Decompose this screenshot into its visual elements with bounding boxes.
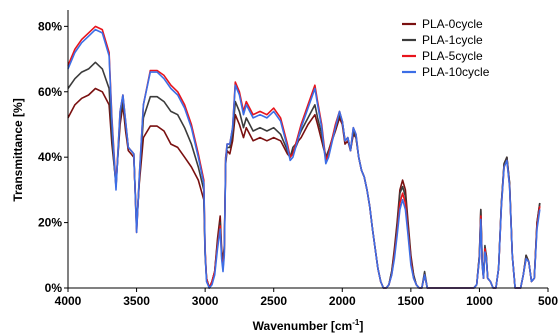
x-tick-label: 500 bbox=[538, 294, 558, 308]
legend-label: PLA-5cycle bbox=[422, 49, 483, 63]
x-tick-label: 2000 bbox=[329, 294, 356, 308]
x-axis-title-suffix: ] bbox=[359, 319, 363, 333]
y-axis-title: Transmittance [%] bbox=[11, 98, 25, 201]
y-tick-label: 0% bbox=[45, 281, 63, 295]
legend: PLA-0cycle PLA-1cycle PLA-5cycle PLA-10cycl… bbox=[402, 17, 490, 79]
x-axis-title-superscript: -1 bbox=[352, 318, 360, 327]
x-tick-label: 1500 bbox=[398, 294, 425, 308]
x-tick-label: 3500 bbox=[123, 294, 150, 308]
y-tick-label: 60% bbox=[38, 85, 62, 99]
legend-label: PLA-0cycle bbox=[422, 17, 483, 31]
legend-label: PLA-10cycle bbox=[422, 65, 490, 79]
y-tick-label: 80% bbox=[38, 19, 62, 33]
x-axis-title: Wavenumber [cm-1] bbox=[253, 318, 364, 333]
axes-layer: 0% 20% 40% 60% 80% 4000 3500 3000 2500 2000 1500 10… bbox=[38, 10, 558, 308]
series-layer bbox=[67, 25, 541, 289]
x-tick-label: 3000 bbox=[192, 294, 219, 308]
y-tick-label: 20% bbox=[38, 216, 62, 230]
series-line-pla-10cycle bbox=[67, 28, 541, 289]
x-axis-title-main: Wavenumber [cm bbox=[253, 319, 353, 333]
legend-label: PLA-1cycle bbox=[422, 33, 483, 47]
x-tick-label: 1000 bbox=[466, 294, 493, 308]
x-tick-label: 4000 bbox=[55, 294, 82, 308]
y-tick-label: 40% bbox=[38, 150, 62, 164]
x-tick-label: 2500 bbox=[260, 294, 287, 308]
